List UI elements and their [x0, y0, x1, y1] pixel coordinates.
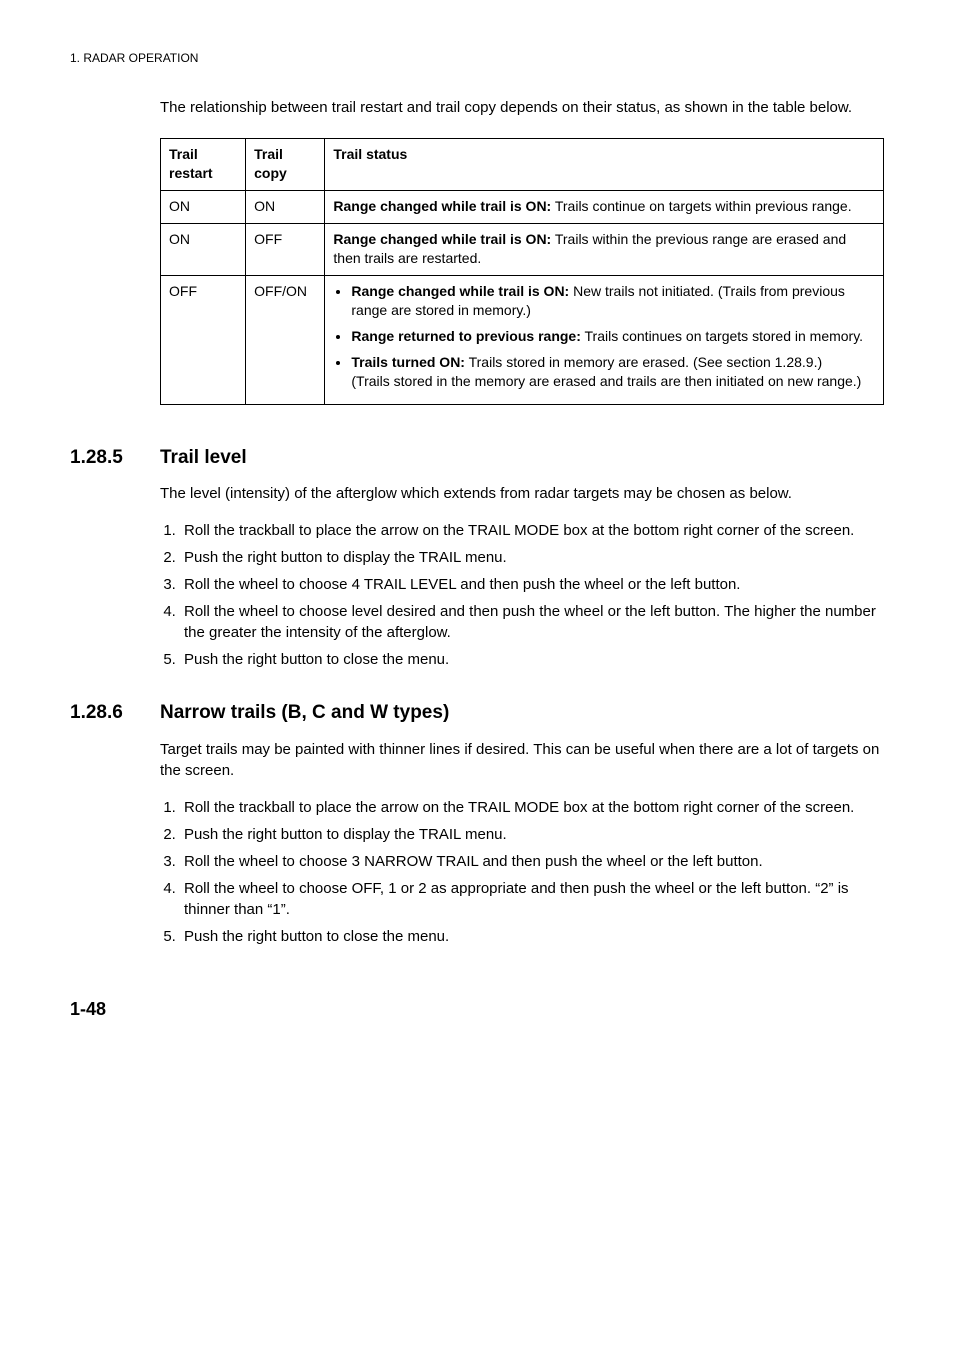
status-bold: Range changed while trail is ON: — [333, 231, 551, 247]
bullet-text: (Trails stored in the memory are erased … — [351, 373, 861, 389]
cell: Range changed while trail is ON: New tra… — [325, 275, 884, 404]
step-item: Roll the trackball to place the arrow on… — [180, 520, 884, 541]
step-item: Push the right button to close the menu. — [180, 926, 884, 947]
col-header: Trail copy — [246, 138, 325, 190]
step-item: Roll the wheel to choose 4 TRAIL LEVEL a… — [180, 574, 884, 595]
bullet-bold: Range changed while trail is ON: — [351, 283, 569, 299]
cell: Range changed while trail is ON: Trails … — [325, 223, 884, 275]
section-heading: 1.28.6 Narrow trails (B, C and W types) — [70, 700, 884, 727]
bullet-bold: Trails turned ON: — [351, 354, 465, 370]
section-number: 1.28.6 — [70, 700, 160, 727]
table-row: ON ON Range changed while trail is ON: T… — [161, 190, 884, 223]
bullet-text: Trails continues on targets stored in me… — [581, 328, 863, 344]
cell: ON — [246, 190, 325, 223]
cell: OFF — [246, 223, 325, 275]
trail-status-table: Trail restart Trail copy Trail status ON… — [160, 138, 884, 405]
table-row: ON OFF Range changed while trail is ON: … — [161, 223, 884, 275]
step-item: Roll the wheel to choose OFF, 1 or 2 as … — [180, 878, 884, 920]
section-title: Trail level — [160, 445, 247, 472]
cell: OFF — [161, 275, 246, 404]
step-item: Roll the wheel to choose 3 NARROW TRAIL … — [180, 851, 884, 872]
cell: ON — [161, 223, 246, 275]
status-bold: Range changed while trail is ON: — [333, 198, 551, 214]
step-item: Roll the wheel to choose level desired a… — [180, 601, 884, 643]
bullet-text: Trails stored in memory are erased. (See… — [465, 354, 822, 370]
section-intro: Target trails may be painted with thinne… — [160, 739, 884, 781]
step-item: Push the right button to display the TRA… — [180, 824, 884, 845]
bullet-list: Range changed while trail is ON: New tra… — [333, 282, 875, 392]
section-number: 1.28.5 — [70, 445, 160, 472]
section-title: Narrow trails (B, C and W types) — [160, 700, 449, 727]
intro-paragraph: The relationship between trail restart a… — [160, 97, 884, 118]
section-heading: 1.28.5 Trail level — [70, 445, 884, 472]
cell: ON — [161, 190, 246, 223]
bullet-item: Range changed while trail is ON: New tra… — [351, 282, 875, 321]
cell: OFF/ON — [246, 275, 325, 404]
step-list: Roll the trackball to place the arrow on… — [160, 520, 884, 670]
step-item: Push the right button to close the menu. — [180, 649, 884, 670]
col-header: Trail status — [325, 138, 884, 190]
section-intro: The level (intensity) of the afterglow w… — [160, 483, 884, 504]
page-number: 1-48 — [70, 997, 884, 1022]
chapter-header: 1. RADAR OPERATION — [70, 50, 884, 67]
col-header: Trail restart — [161, 138, 246, 190]
bullet-item: Trails turned ON: Trails stored in memor… — [351, 353, 875, 392]
step-item: Roll the trackball to place the arrow on… — [180, 797, 884, 818]
cell: Range changed while trail is ON: Trails … — [325, 190, 884, 223]
status-text: Trails continue on targets within previo… — [551, 198, 851, 214]
step-list: Roll the trackball to place the arrow on… — [160, 797, 884, 947]
bullet-bold: Range returned to previous range: — [351, 328, 580, 344]
table-header-row: Trail restart Trail copy Trail status — [161, 138, 884, 190]
table-row: OFF OFF/ON Range changed while trail is … — [161, 275, 884, 404]
step-item: Push the right button to display the TRA… — [180, 547, 884, 568]
bullet-item: Range returned to previous range: Trails… — [351, 327, 875, 347]
